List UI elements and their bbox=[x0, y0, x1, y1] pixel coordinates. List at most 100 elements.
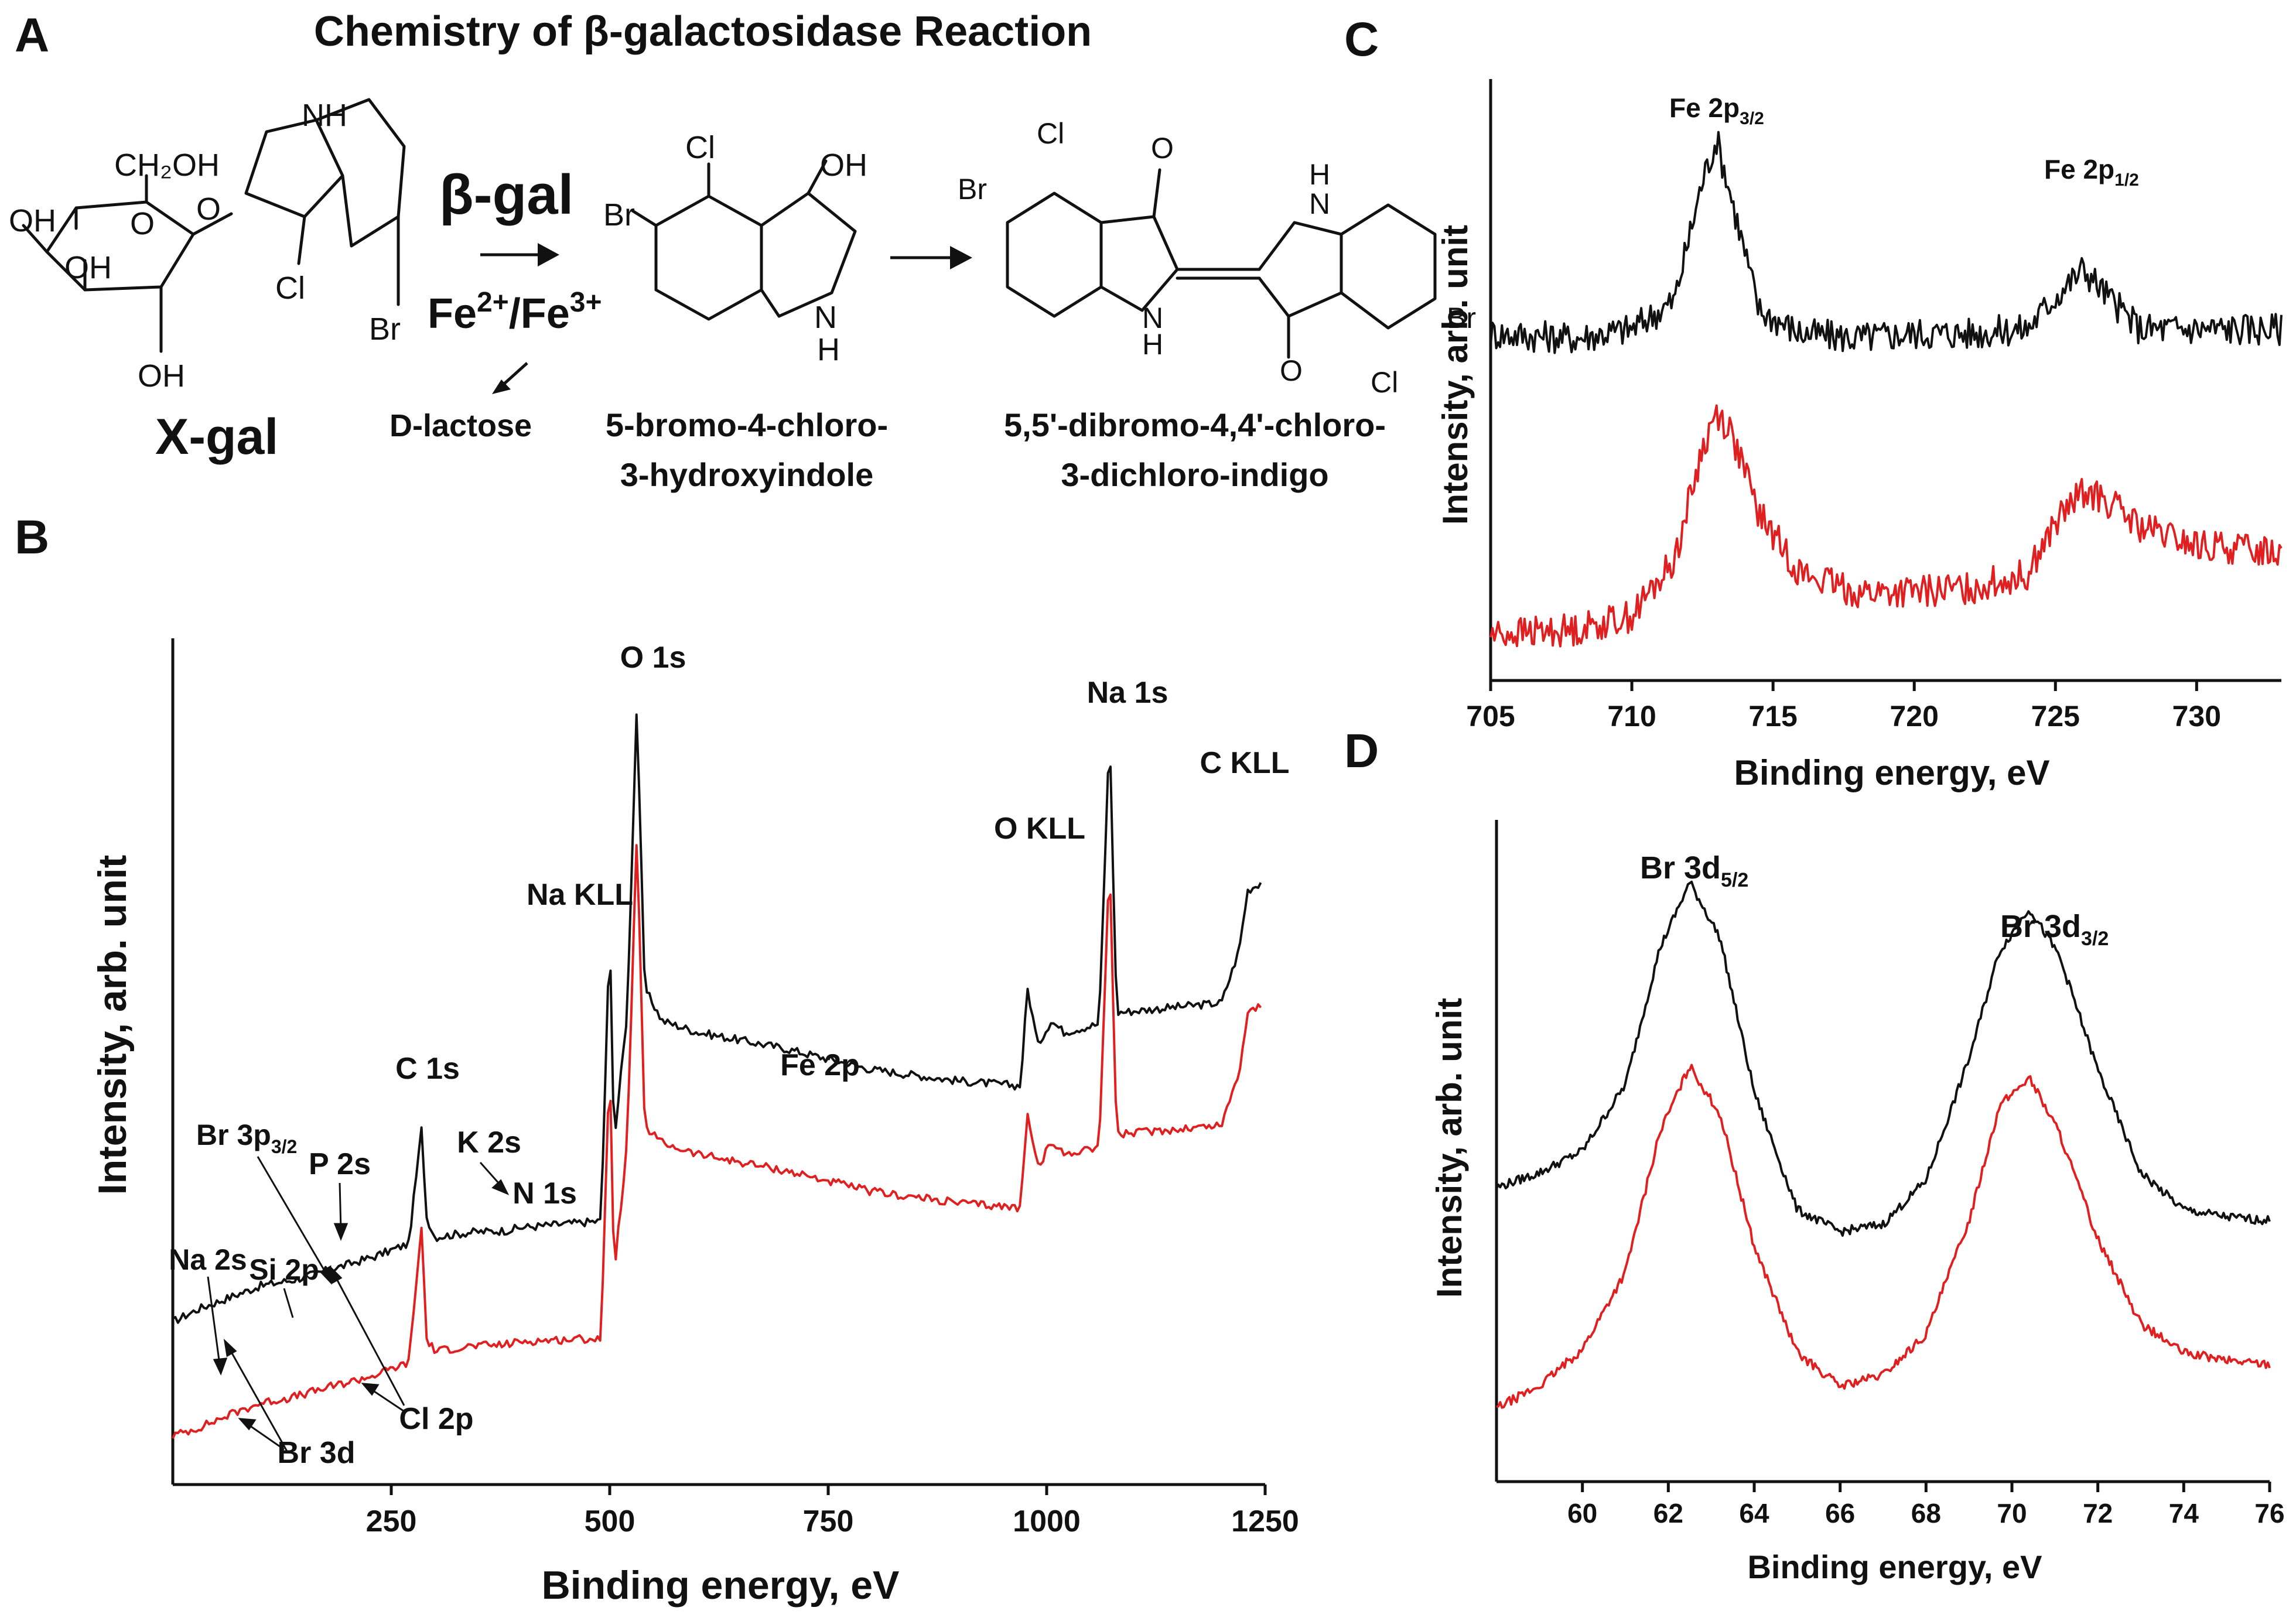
c-ann-peak1: Fe 2p3/2 bbox=[1669, 93, 1764, 128]
x-tick-label: 250 bbox=[366, 1504, 417, 1538]
substrate-name: X-gal bbox=[155, 409, 278, 465]
intermediate-structure: Cl OH Br N H 5-bromo-4-chloro- 3-hydroxy… bbox=[603, 130, 888, 493]
prod-cl-1: Cl bbox=[1037, 117, 1064, 150]
x-tick-label: 76 bbox=[2254, 1498, 2284, 1528]
product-name-2: 3-dichloro-indigo bbox=[1061, 456, 1328, 493]
panel-a-title: Chemistry of β-galactosidase Reaction bbox=[314, 8, 1092, 55]
b-ylabel: Intensity, arb. unit bbox=[90, 855, 135, 1195]
b-series bbox=[172, 713, 1262, 1439]
x-tick-label: 500 bbox=[585, 1504, 636, 1538]
int-n: N bbox=[814, 300, 837, 335]
x-tick-label: 74 bbox=[2169, 1498, 2199, 1528]
x-tick-label: 720 bbox=[1890, 700, 1938, 733]
int-cl: Cl bbox=[685, 130, 715, 165]
prod-nh-1-h: H bbox=[1142, 328, 1163, 361]
prod-nh-1-n: N bbox=[1142, 302, 1163, 334]
prod-cl-2: Cl bbox=[1371, 366, 1398, 399]
b-ann-br3d: Br 3d bbox=[278, 1436, 356, 1470]
c-ylabel: Intensity, arb. unit bbox=[1436, 225, 1475, 525]
x-tick-label: 715 bbox=[1748, 700, 1797, 733]
d-xlabel: Binding energy, eV bbox=[1747, 1548, 2042, 1585]
prod-nh-2-n: N bbox=[1309, 187, 1330, 220]
b-xlabel: Binding energy, eV bbox=[542, 1563, 900, 1608]
b-ann-ckll: C KLL bbox=[1200, 746, 1289, 780]
x-gal-structure: CH₂OH OH OH OH O O NH Cl Br X-gal bbox=[9, 98, 406, 465]
b-ann-si2p: Si 2p bbox=[249, 1253, 319, 1286]
int-oh: OH bbox=[820, 148, 867, 183]
b-ann-na2s: Na 2s bbox=[169, 1243, 247, 1276]
panel-label-a: A bbox=[15, 9, 49, 62]
x-tick-label: 70 bbox=[1997, 1498, 2027, 1528]
c-ann-peak2: Fe 2p1/2 bbox=[2044, 154, 2139, 190]
panel-c: C 705 710 715 720 725 730 Binding energy, eV … bbox=[1344, 13, 2283, 792]
xgal-cl: Cl bbox=[275, 271, 305, 306]
reaction-step-1: β-gal Fe2+/Fe3+ D-lactose bbox=[390, 163, 602, 443]
enzyme-label: β-gal bbox=[439, 163, 573, 226]
xgal-oh-3: OH bbox=[138, 358, 185, 394]
b-series-line-1 bbox=[172, 844, 1262, 1439]
d-ticks: 60 62 64 66 68 70 72 74 76 bbox=[1567, 1482, 2285, 1528]
cofactor-label: Fe2+/Fe3+ bbox=[428, 287, 602, 337]
d-series-line-0 bbox=[1495, 880, 2271, 1237]
prod-br-1: Br bbox=[958, 173, 987, 206]
xgal-nh: NH bbox=[302, 98, 347, 133]
intermediate-name-2: 3-hydroxyindole bbox=[620, 456, 874, 493]
xgal-ch2oh: CH₂OH bbox=[114, 148, 220, 183]
xgal-link-o: O bbox=[196, 191, 221, 227]
b-ann-p2s: P 2s bbox=[309, 1147, 371, 1181]
panel-label-c: C bbox=[1344, 13, 1379, 66]
prod-o-2: O bbox=[1280, 354, 1303, 387]
x-tick-label: 750 bbox=[803, 1504, 854, 1538]
x-tick-label: 725 bbox=[2031, 700, 2080, 733]
xgal-br: Br bbox=[369, 312, 401, 347]
b-ann-o1s: O 1s bbox=[620, 641, 686, 675]
prod-o-1: O bbox=[1151, 132, 1174, 165]
x-tick-label: 62 bbox=[1653, 1498, 1683, 1528]
b-ann-n1s: N 1s bbox=[512, 1177, 577, 1210]
b-ann-na1s: Na 1s bbox=[1087, 676, 1168, 710]
b-ann-br3p: Br 3p3/2 bbox=[196, 1119, 297, 1157]
intermediate-name-1: 5-bromo-4-chloro- bbox=[606, 406, 888, 443]
d-ylabel: Intensity, arb. unit bbox=[1430, 998, 1469, 1298]
x-tick-label: 705 bbox=[1466, 700, 1515, 733]
product-name-1: 5,5'-dibromo-4,4'-chloro- bbox=[1004, 406, 1386, 443]
c-xlabel: Binding energy, eV bbox=[1734, 753, 2050, 792]
c-series bbox=[1489, 131, 2283, 648]
d-series bbox=[1495, 880, 2271, 1409]
x-tick-label: 60 bbox=[1567, 1498, 1597, 1528]
c-ticks: 705 710 715 720 725 730 bbox=[1466, 680, 2221, 733]
panel-d: D 60 62 64 66 68 70 72 74 76 Binding energy, eV … bbox=[1344, 724, 2285, 1585]
c-series-line-1 bbox=[1489, 404, 2283, 648]
b-series-line-0 bbox=[172, 713, 1262, 1324]
d-ann-peak1: Br 3d5/2 bbox=[1640, 850, 1748, 891]
xgal-ring-o: O bbox=[130, 206, 155, 241]
int-br: Br bbox=[603, 197, 635, 232]
b-ann-cl2p: Cl 2p bbox=[399, 1402, 473, 1436]
b-ticks: 250 500 750 1000 1250 bbox=[366, 1485, 1299, 1538]
b-ann-okll: O KLL bbox=[994, 812, 1085, 846]
x-tick-label: 710 bbox=[1607, 700, 1656, 733]
c-series-line-0 bbox=[1489, 131, 2283, 354]
x-tick-label: 68 bbox=[1911, 1498, 1941, 1528]
d-ann-peak2: Br 3d3/2 bbox=[2000, 909, 2109, 950]
x-tick-label: 730 bbox=[2172, 700, 2221, 733]
x-tick-label: 72 bbox=[2083, 1498, 2113, 1528]
int-h: H bbox=[817, 332, 840, 367]
x-tick-label: 1250 bbox=[1231, 1504, 1299, 1538]
panel-a: A Chemistry of β-galactosidase Reaction … bbox=[9, 8, 1476, 493]
b-leader-arrows bbox=[207, 1156, 510, 1452]
panel-label-d: D bbox=[1344, 724, 1379, 778]
x-tick-label: 64 bbox=[1739, 1498, 1769, 1528]
panel-b: B 250 500 750 1000 1250 Binding energy, eV I… bbox=[15, 511, 1299, 1608]
b-ann-fe2p: Fe 2p bbox=[780, 1048, 860, 1082]
prod-br-2: Br bbox=[1447, 302, 1476, 334]
panel-label-b: B bbox=[15, 511, 49, 564]
b-ann-k2s: K 2s bbox=[457, 1126, 521, 1160]
x-tick-label: 66 bbox=[1825, 1498, 1855, 1528]
prod-nh-2-h: H bbox=[1309, 158, 1330, 191]
xgal-oh-1: OH bbox=[9, 203, 56, 238]
b-ann-c1s: C 1s bbox=[395, 1052, 460, 1086]
x-tick-label: 1000 bbox=[1013, 1504, 1081, 1538]
d-series-line-1 bbox=[1496, 1063, 2271, 1409]
